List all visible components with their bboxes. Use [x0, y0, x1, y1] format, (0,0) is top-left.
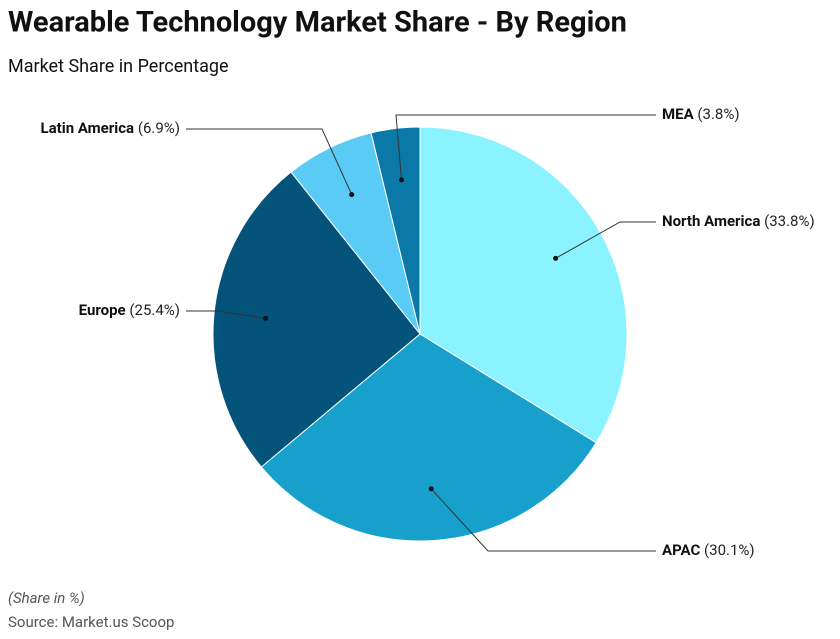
- slice-label: APAC (30.1%): [662, 541, 755, 559]
- note: (Share in %): [8, 589, 85, 607]
- label-name: APAC: [662, 541, 700, 559]
- label-name: North America: [662, 212, 760, 230]
- leader-line: [395, 114, 656, 180]
- slice-label: MEA (3.8%): [662, 105, 740, 123]
- leader-line: [555, 221, 656, 259]
- leader-dot: [428, 486, 434, 492]
- chart-title: Wearable Technology Market Share - By Re…: [8, 6, 627, 40]
- pie-slice: [260, 333, 597, 542]
- slice-label: Europe (25.4%): [79, 301, 180, 319]
- chart-subtitle: Market Share in Percentage: [8, 56, 229, 77]
- label-value: (3.8%): [697, 105, 739, 123]
- source: Source: Market.us Scoop: [8, 613, 174, 631]
- slice-label: Latin America (6.9%): [41, 119, 180, 137]
- leader-dot: [349, 192, 355, 198]
- pie-slice: [370, 126, 421, 335]
- leader-line: [430, 488, 656, 552]
- label-name: Latin America: [41, 119, 135, 137]
- leader-dot: [263, 315, 269, 321]
- slice-label: North America (33.8%): [662, 212, 815, 230]
- label-name: Europe: [79, 301, 126, 319]
- label-name: MEA: [662, 105, 695, 123]
- label-value: (25.4%): [129, 301, 180, 319]
- label-value: (33.8%): [764, 212, 815, 230]
- label-value: (30.1%): [704, 541, 755, 559]
- leader-line: [186, 128, 353, 195]
- label-value: (6.9%): [138, 119, 180, 137]
- pie-slice: [212, 171, 421, 468]
- leader-dot: [553, 255, 559, 261]
- leader-dot: [399, 177, 405, 183]
- leader-line: [186, 310, 266, 319]
